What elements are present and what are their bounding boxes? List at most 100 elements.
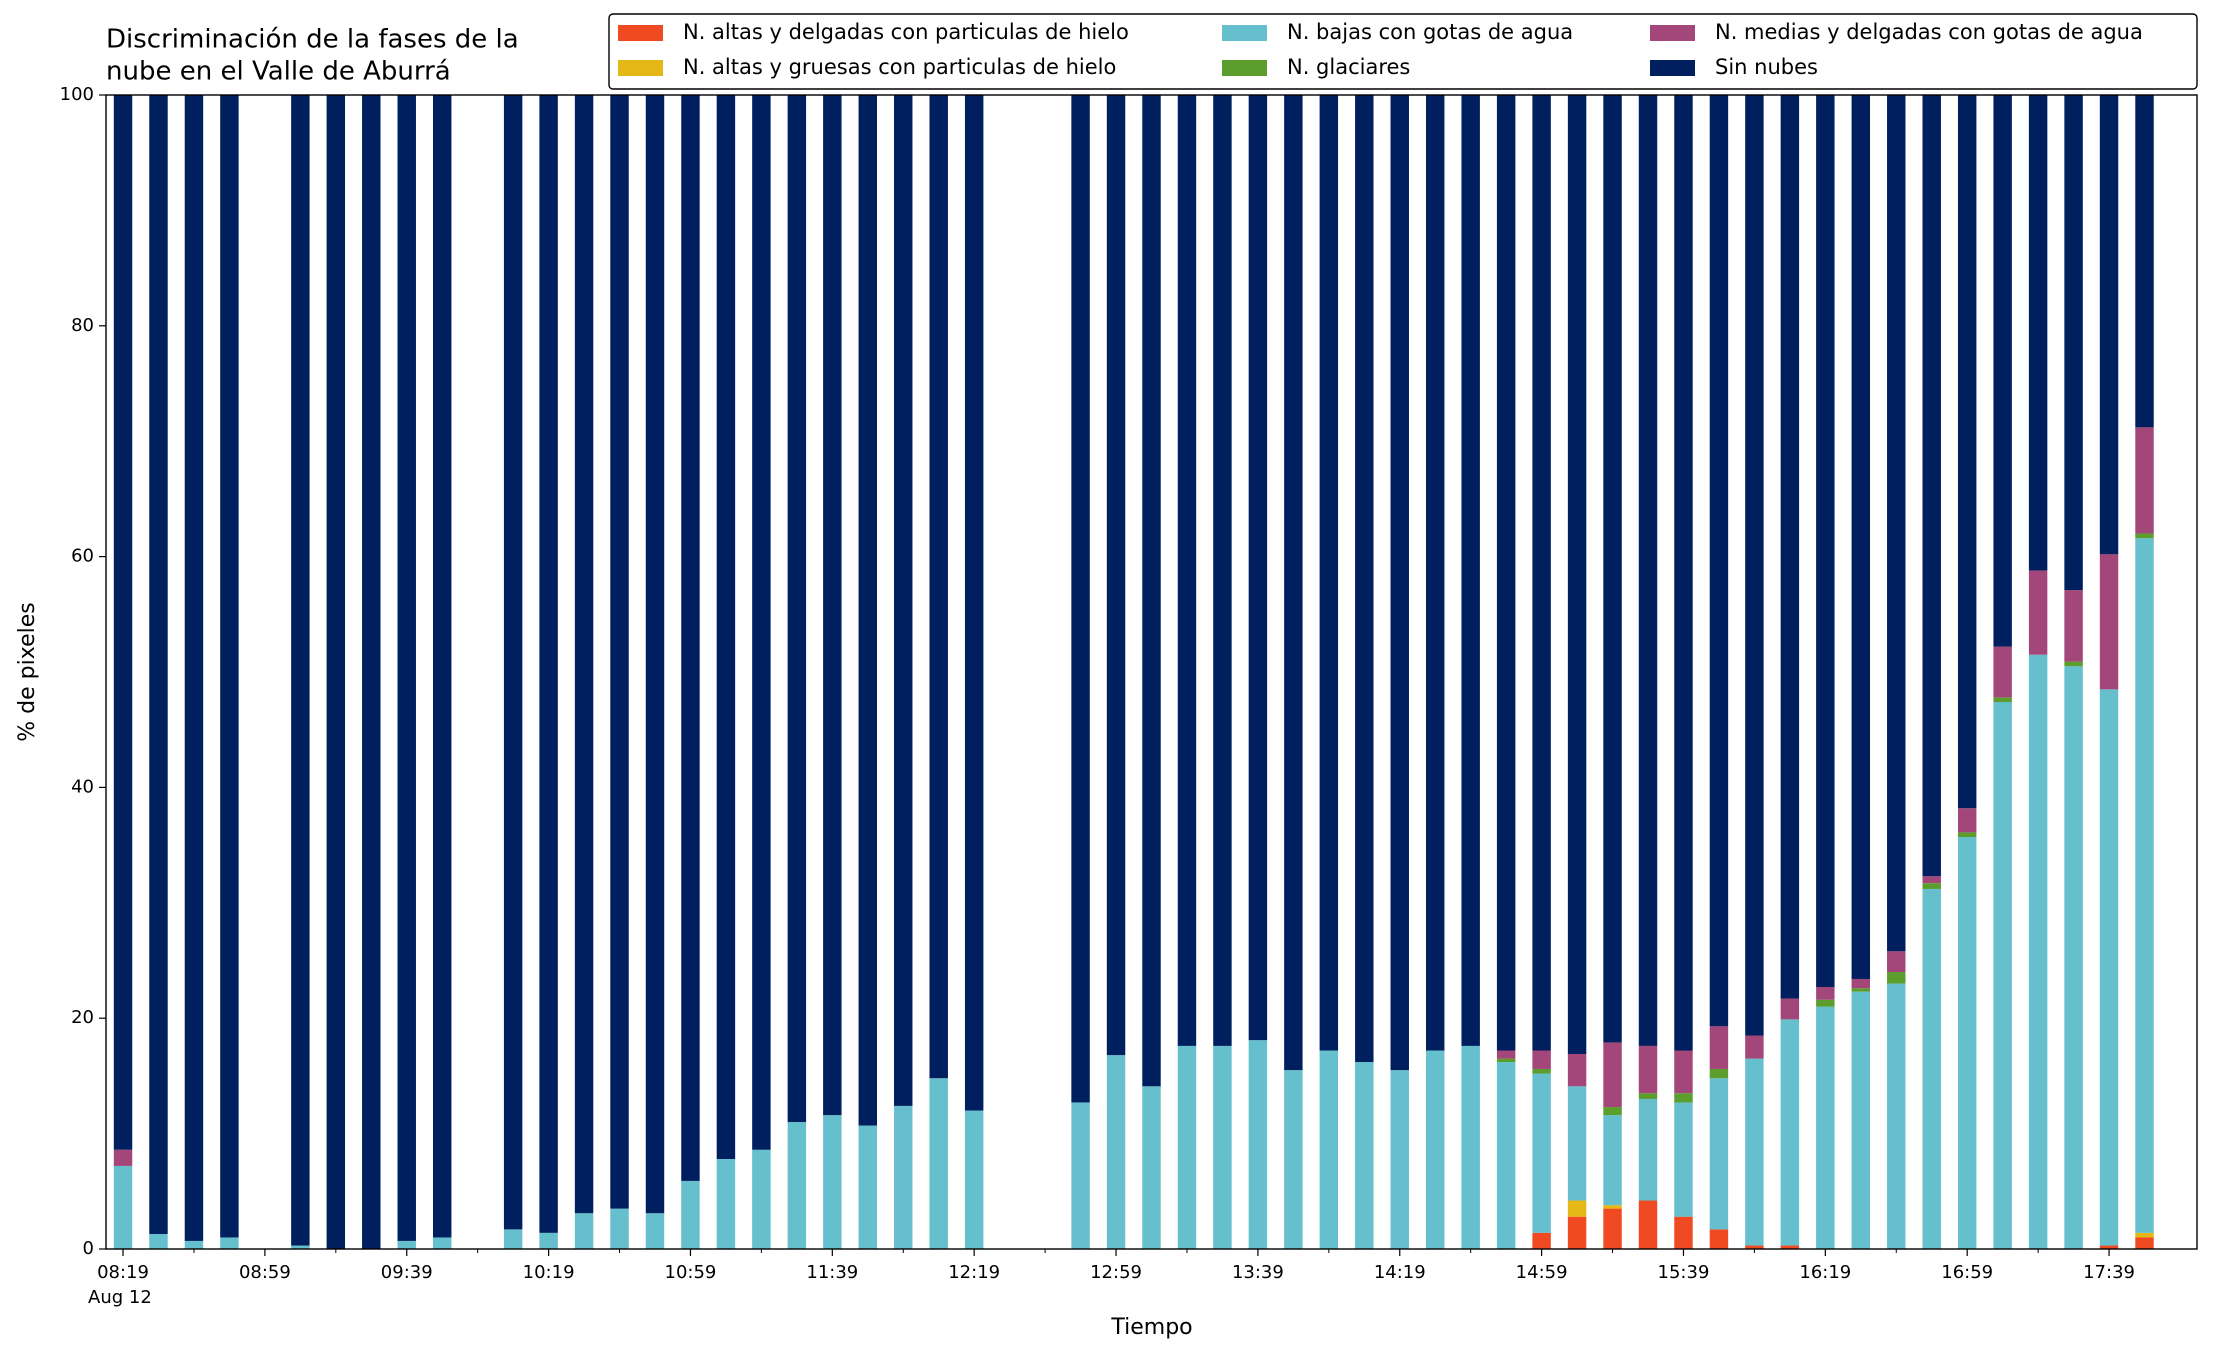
bar-segment (1745, 1245, 1764, 1249)
bar-segment (716, 95, 736, 1159)
bar-segment (1390, 95, 1409, 1071)
bar-segment (2099, 554, 2119, 690)
bar-segment (1638, 1045, 1658, 1094)
bar-segment (1532, 1068, 1551, 1074)
bar-segment (1887, 951, 1906, 973)
bar-segment (610, 1208, 629, 1249)
y-axis-label: % de pixeles (15, 602, 40, 741)
bar-segment (929, 1078, 948, 1249)
bar-segment (1993, 697, 2012, 703)
bar-segment (1319, 95, 1339, 1051)
bar-segment (1284, 1070, 1303, 1249)
x-axis-label: Tiempo (1110, 1315, 1192, 1340)
bar-segment (1816, 999, 1835, 1007)
bar-segment (362, 95, 381, 1249)
bar-segment (1674, 1050, 1693, 1094)
bar-segment (681, 95, 700, 1181)
bar-segment (1851, 991, 1871, 1249)
bar-segment (1993, 702, 2012, 1249)
bar-segment (1887, 95, 1906, 952)
bar-segment (1177, 1045, 1197, 1249)
bar-segment (1816, 1006, 1835, 1249)
bar-segment (645, 1213, 665, 1249)
y-tick-label: 60 (71, 546, 94, 567)
x-tick-label: 10:59 (665, 1262, 717, 1283)
bar-segment (2099, 95, 2119, 555)
bar-segment (113, 1149, 133, 1166)
bar-segment (1851, 988, 1871, 992)
bar-segment (291, 95, 310, 1246)
bar-segment (1532, 95, 1551, 1051)
x-tick-label: 12:59 (1090, 1262, 1142, 1283)
bar-segment (2064, 590, 2083, 662)
bar-segment (397, 1240, 416, 1249)
bar-segment (610, 95, 629, 1209)
bar-segment (1461, 95, 1480, 1046)
bar-segment (858, 95, 878, 1126)
y-tick-label: 40 (71, 776, 94, 797)
bar-segment (2064, 95, 2083, 591)
bar-segment (1142, 1086, 1161, 1249)
legend-label: N. altas y delgadas con particulas de hi… (683, 20, 1129, 44)
x-tick-label: 16:59 (1941, 1262, 1993, 1283)
y-tick-label: 80 (71, 315, 94, 336)
bar-segment (964, 1110, 984, 1249)
bar-segment (2135, 427, 2154, 534)
legend-swatch (1650, 60, 1695, 76)
bar-segment (1922, 883, 1941, 889)
bar-segment (2028, 570, 2048, 655)
axes-frame (105, 94, 2198, 1250)
bar-segment (1709, 1078, 1729, 1230)
bar-segment (1603, 1208, 1622, 1249)
bar-segment (113, 1165, 133, 1249)
bar-segment (1851, 95, 1871, 979)
bar-segment (291, 1245, 310, 1249)
bar-segment (1887, 983, 1906, 1249)
bar-segment (1603, 1205, 1622, 1209)
bar-segment (1319, 1050, 1339, 1249)
bar-segment (1887, 972, 1906, 984)
x-tick-label: 14:59 (1516, 1262, 1568, 1283)
bar-segment (1780, 95, 1800, 999)
y-tick-label: 0 (83, 1238, 94, 1259)
bar-segment (787, 1122, 807, 1249)
bar-segment (752, 95, 771, 1150)
bar-segment (1709, 1068, 1729, 1079)
bar-segment (1496, 1050, 1516, 1059)
date-label: Aug 12 (88, 1287, 152, 1308)
bar-segment (1922, 888, 1941, 1249)
bar-segment (326, 95, 346, 1249)
bar-segment (432, 95, 452, 1238)
bar-segment (184, 95, 204, 1241)
bar-segment (1496, 1058, 1516, 1063)
bar-segment (1496, 95, 1516, 1051)
x-tick-label: 17:39 (2083, 1262, 2135, 1283)
bar-segment (574, 95, 594, 1214)
bar-segment (894, 95, 913, 1106)
bar-segment (1284, 95, 1303, 1071)
legend-label: N. glaciares (1287, 55, 1410, 79)
bar-segment (1745, 95, 1764, 1036)
bar-segment (858, 1125, 878, 1249)
bar-segment (220, 95, 239, 1238)
x-tick-label: 16:19 (1799, 1262, 1851, 1283)
bar-segment (1567, 95, 1587, 1054)
bar-segment (1177, 95, 1197, 1046)
bar-segment (1851, 978, 1871, 989)
bar-segment (1425, 95, 1445, 1051)
bar-segment (1106, 95, 1126, 1056)
bar-segment (1780, 1245, 1800, 1249)
bar-segment (1638, 1093, 1658, 1099)
bar-segment (503, 95, 523, 1230)
bar-segment (716, 1158, 736, 1249)
bar-segment (1674, 1093, 1693, 1103)
bar-segment (1603, 1115, 1622, 1206)
bar-segment (1106, 1055, 1126, 1249)
bar-segment (1638, 1098, 1658, 1201)
bar-segment (1603, 1042, 1622, 1108)
legend-swatch (1222, 25, 1267, 41)
bar-segment (823, 1115, 842, 1249)
bar-segment (1993, 646, 2012, 698)
bar-segment (894, 1105, 913, 1249)
bar-segment (1957, 95, 1977, 809)
